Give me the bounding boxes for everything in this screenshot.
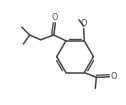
Text: O: O xyxy=(81,19,87,28)
Text: O: O xyxy=(110,72,117,81)
Text: O: O xyxy=(52,13,58,22)
